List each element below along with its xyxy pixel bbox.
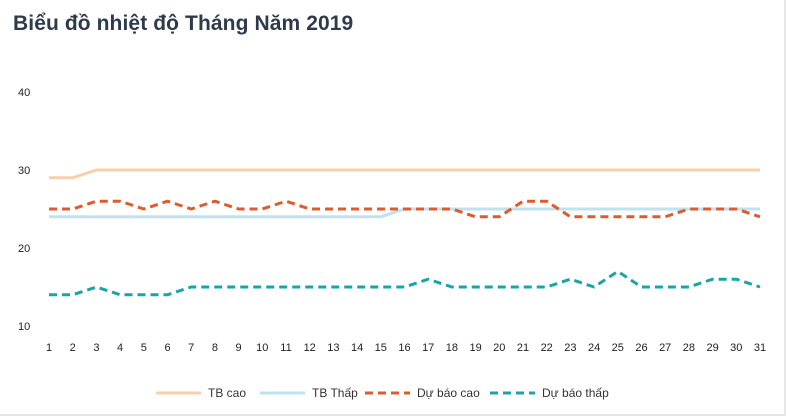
legend-label: TB Thấp	[312, 386, 358, 400]
x-tick-label: 2	[70, 342, 76, 354]
x-tick-label: 18	[446, 342, 458, 354]
y-tick-label: 20	[18, 243, 30, 255]
y-tick-label: 40	[18, 87, 30, 99]
legend: TB cao TB Thấp Dự báo cao Dự báo thấp	[156, 386, 609, 400]
x-tick-label: 26	[635, 342, 647, 354]
x-tick-label: 7	[188, 342, 194, 354]
x-tick-label: 8	[212, 342, 218, 354]
x-tick-label: 28	[683, 342, 695, 354]
x-tick-label: 5	[141, 342, 147, 354]
series-line-4	[49, 269, 761, 297]
x-tick-label: 14	[351, 342, 363, 354]
series-line-3	[49, 199, 761, 219]
series-line-1	[49, 168, 760, 180]
x-tick-label: 17	[422, 342, 434, 354]
frame-border-right	[784, 0, 786, 416]
x-tick-label: 6	[164, 342, 170, 354]
x-tick-label: 20	[493, 342, 505, 354]
y-tick-label: 10	[18, 321, 30, 333]
x-tick-label: 24	[588, 342, 600, 354]
y-tick-label: 30	[18, 165, 30, 177]
x-tick-label: 30	[730, 342, 742, 354]
x-tick-label: 27	[659, 342, 671, 354]
legend-label: Dự báo thấp	[542, 386, 609, 400]
x-tick-label: 25	[612, 342, 624, 354]
x-tick-label: 15	[375, 342, 387, 354]
x-tick-label: 3	[93, 342, 99, 354]
y-axis: 10 20 30 40	[18, 87, 30, 333]
x-tick-label: 31	[754, 342, 766, 354]
x-tick-label: 10	[256, 342, 268, 354]
x-tick-label: 16	[398, 342, 410, 354]
frame-border-bottom	[0, 414, 786, 416]
x-tick-label: 12	[304, 342, 316, 354]
x-tick-label: 1	[46, 342, 52, 354]
chart-title: Biểu đồ nhiệt độ Tháng Năm 2019	[13, 12, 354, 35]
x-tick-label: 21	[517, 342, 529, 354]
plot-area	[49, 168, 761, 297]
x-tick-label: 29	[706, 342, 718, 354]
x-axis: 1 2 3 4 5 6 7 8 9 10 11 12 13 14 15 16 17 18 19 20 21 22 23 24 2…	[46, 342, 766, 354]
legend-label: TB cao	[208, 386, 246, 400]
x-tick-label: 9	[236, 342, 242, 354]
x-tick-label: 4	[117, 342, 123, 354]
x-tick-label: 11	[280, 342, 291, 354]
x-tick-label: 19	[469, 342, 481, 354]
x-tick-label: 23	[564, 342, 576, 354]
legend-label: Dự báo cao	[417, 386, 480, 400]
x-tick-label: 22	[541, 342, 553, 354]
x-tick-label: 13	[327, 342, 339, 354]
